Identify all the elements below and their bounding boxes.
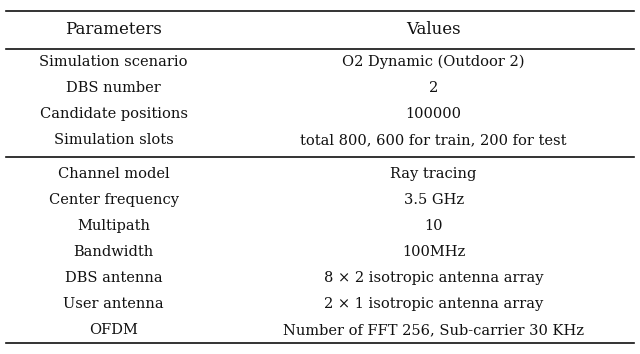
Text: DBS number: DBS number (66, 81, 161, 95)
Text: total 800, 600 for train, 200 for test: total 800, 600 for train, 200 for test (300, 133, 567, 147)
Text: 8 × 2 isotropic antenna array: 8 × 2 isotropic antenna array (324, 271, 543, 285)
Text: Parameters: Parameters (65, 21, 162, 38)
Text: 10: 10 (424, 219, 443, 233)
Text: Bandwidth: Bandwidth (74, 245, 154, 259)
Text: User antenna: User antenna (63, 297, 164, 312)
Text: Simulation slots: Simulation slots (54, 133, 173, 147)
Text: Channel model: Channel model (58, 167, 170, 181)
Text: Center frequency: Center frequency (49, 193, 179, 207)
Text: Ray tracing: Ray tracing (390, 167, 477, 181)
Text: Multipath: Multipath (77, 219, 150, 233)
Text: Number of FFT 256, Sub-carrier 30 KHz: Number of FFT 256, Sub-carrier 30 KHz (283, 323, 584, 337)
Text: Values: Values (406, 21, 461, 38)
Text: O2 Dynamic (Outdoor 2): O2 Dynamic (Outdoor 2) (342, 55, 525, 69)
Text: OFDM: OFDM (89, 323, 138, 337)
Text: 2: 2 (429, 81, 438, 95)
Text: 3.5 GHz: 3.5 GHz (404, 193, 463, 207)
Text: 2 × 1 isotropic antenna array: 2 × 1 isotropic antenna array (324, 297, 543, 312)
Text: 100000: 100000 (406, 107, 461, 121)
Text: DBS antenna: DBS antenna (65, 271, 163, 285)
Text: 100MHz: 100MHz (402, 245, 465, 259)
Text: Simulation scenario: Simulation scenario (39, 55, 188, 69)
Text: Candidate positions: Candidate positions (40, 107, 188, 121)
